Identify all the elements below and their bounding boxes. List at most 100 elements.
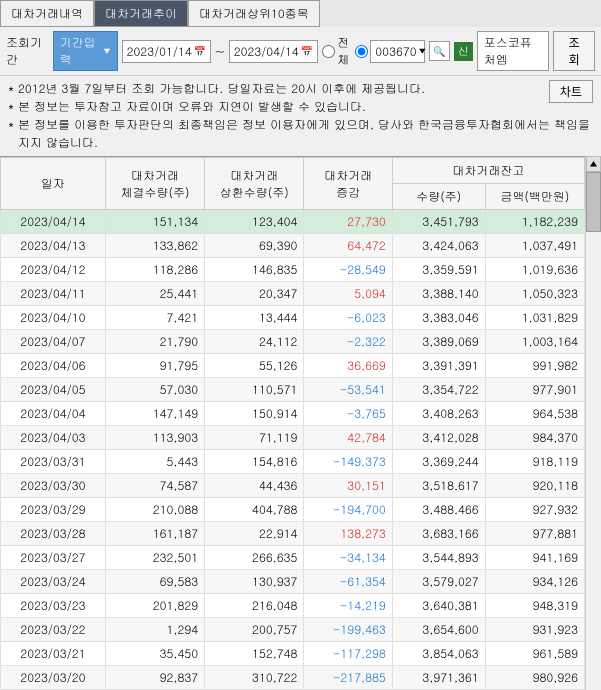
table-row[interactable]: 2023/04/03113,90371,11942,7843,412,02898… <box>1 426 585 450</box>
table-cell: 991,982 <box>485 354 584 378</box>
table-row[interactable]: 2023/03/27232,501266,635-34,1343,544,893… <box>1 546 585 570</box>
table-cell: 13,444 <box>205 306 304 330</box>
table-cell: 25,441 <box>105 282 204 306</box>
table-cell: 3,408,263 <box>392 402 485 426</box>
date-to-input[interactable]: 2023/04/14 📅 <box>229 40 319 63</box>
table-row[interactable]: 2023/03/3074,58744,43630,1513,518,617920… <box>1 474 585 498</box>
table-row[interactable]: 2023/03/2469,583130,937-61,3543,579,0279… <box>1 570 585 594</box>
table-cell: -117,298 <box>304 642 392 666</box>
tab-history[interactable]: 대차거래내역 <box>0 0 94 27</box>
table-cell: -28,549 <box>304 258 392 282</box>
table-cell: 920,118 <box>485 474 584 498</box>
table-cell: 3,389,069 <box>392 330 485 354</box>
table-row[interactable]: 2023/03/2092,837310,722-217,8853,971,361… <box>1 666 585 690</box>
table-cell: 2023/03/30 <box>1 474 106 498</box>
table-cell: 2023/04/07 <box>1 330 106 354</box>
table-cell: 2023/04/12 <box>1 258 106 282</box>
radio-code-input[interactable] <box>355 45 368 58</box>
table-row[interactable]: 2023/04/1125,44120,3475,0943,388,1401,05… <box>1 282 585 306</box>
notice-line-3: *본 정보를 이용한 투자판단의 최종책임은 정보 이용자에게 있으며, 당사와… <box>8 116 593 152</box>
table-cell: 2023/03/22 <box>1 618 106 642</box>
tab-trend[interactable]: 대차거래추이 <box>94 0 188 27</box>
data-table: 일자 대차거래 체결수량(주) 대차거래 상환수량(주) 대차거래 증감 대차거… <box>0 157 585 690</box>
scroll-thumb[interactable] <box>586 172 601 232</box>
table-cell: 964,538 <box>485 402 584 426</box>
table-cell: -217,885 <box>304 666 392 690</box>
table-cell: 2023/04/04 <box>1 402 106 426</box>
col-qty[interactable]: 수량(주) <box>392 184 485 210</box>
period-label: 조회기간 <box>6 34 49 68</box>
table-cell: -2,322 <box>304 330 392 354</box>
table-cell: 931,923 <box>485 618 584 642</box>
table-cell: 3,388,140 <box>392 282 485 306</box>
col-diff[interactable]: 대차거래 증감 <box>304 158 392 210</box>
table-cell: 42,784 <box>304 426 392 450</box>
table-cell: 91,795 <box>105 354 204 378</box>
table-cell: 1,037,491 <box>485 234 584 258</box>
search-button[interactable]: 조회 <box>553 31 595 71</box>
table-row[interactable]: 2023/04/12118,286146,835-28,5493,359,591… <box>1 258 585 282</box>
table-row[interactable]: 2023/04/107,42113,444-6,0233,383,0461,03… <box>1 306 585 330</box>
table-cell: 44,436 <box>205 474 304 498</box>
col-contract[interactable]: 대차거래 체결수량(주) <box>105 158 204 210</box>
table-cell: 2023/04/14 <box>1 210 106 234</box>
col-date[interactable]: 일자 <box>1 158 106 210</box>
table-row[interactable]: 2023/03/23201,829216,048-14,2193,640,381… <box>1 594 585 618</box>
table-cell: 146,835 <box>205 258 304 282</box>
code-input[interactable]: 003670 <box>370 40 425 63</box>
table-row[interactable]: 2023/03/2135,450152,748-117,2983,854,063… <box>1 642 585 666</box>
table-cell: 3,654,600 <box>392 618 485 642</box>
tab-top10[interactable]: 대차거래상위10종목 <box>188 0 320 27</box>
table-cell: 2023/03/27 <box>1 546 106 570</box>
table-cell: 934,126 <box>485 570 584 594</box>
table-row[interactable]: 2023/04/0557,030110,571-53,5413,354,7229… <box>1 378 585 402</box>
table-container: 일자 대차거래 체결수량(주) 대차거래 상환수량(주) 대차거래 증감 대차거… <box>0 156 601 690</box>
table-cell: 118,286 <box>105 258 204 282</box>
table-cell: 3,383,046 <box>392 306 485 330</box>
date-from-input[interactable]: 2023/01/14 📅 <box>122 40 212 63</box>
radio-all-input[interactable] <box>322 45 335 58</box>
col-balance-group[interactable]: 대차거래잔고 <box>392 158 584 184</box>
table-cell: 22,914 <box>205 522 304 546</box>
col-repay[interactable]: 대차거래 상환수량(주) <box>205 158 304 210</box>
table-cell: -149,373 <box>304 450 392 474</box>
table-cell: 5,443 <box>105 450 204 474</box>
table-cell: 2023/04/10 <box>1 306 106 330</box>
vertical-scrollbar[interactable]: ▲ <box>585 156 601 690</box>
period-dropdown[interactable]: 기간입력 <box>53 31 118 71</box>
table-cell: 927,932 <box>485 498 584 522</box>
calendar-icon[interactable]: 📅 <box>194 44 206 58</box>
table-cell: 2023/04/13 <box>1 234 106 258</box>
table-row[interactable]: 2023/03/29210,088404,788-194,7003,488,46… <box>1 498 585 522</box>
col-amount[interactable]: 금액(백만원) <box>485 184 584 210</box>
table-cell: 92,837 <box>105 666 204 690</box>
table-cell: 201,829 <box>105 594 204 618</box>
table-cell: 404,788 <box>205 498 304 522</box>
table-cell: 113,903 <box>105 426 204 450</box>
search-icon[interactable]: 🔍 <box>429 41 449 61</box>
table-cell: 1,182,239 <box>485 210 584 234</box>
scroll-up-arrow[interactable]: ▲ <box>586 156 601 172</box>
control-bar: 조회기간 기간입력 2023/01/14 📅 ~ 2023/04/14 📅 전체… <box>0 27 601 76</box>
calendar-icon[interactable]: 📅 <box>301 44 313 58</box>
table-cell: 138,273 <box>304 522 392 546</box>
stock-name-input[interactable]: 포스코퓨처엠 <box>477 31 550 71</box>
table-row[interactable]: 2023/03/315,443154,816-149,3733,369,2449… <box>1 450 585 474</box>
table-row[interactable]: 2023/04/04147,149150,914-3,7653,408,2639… <box>1 402 585 426</box>
table-cell: 36,669 <box>304 354 392 378</box>
table-cell: 3,451,793 <box>392 210 485 234</box>
chart-button[interactable]: 차트 <box>549 80 593 103</box>
table-row[interactable]: 2023/04/0691,79555,12636,6693,391,391991… <box>1 354 585 378</box>
table-cell: 3,359,591 <box>392 258 485 282</box>
table-cell: 200,757 <box>205 618 304 642</box>
table-row[interactable]: 2023/04/0721,79024,112-2,3223,389,0691,0… <box>1 330 585 354</box>
table-row[interactable]: 2023/03/28161,18722,914138,2733,683,1669… <box>1 522 585 546</box>
radio-code[interactable]: 003670 <box>355 40 425 63</box>
table-cell: 3,488,466 <box>392 498 485 522</box>
table-cell: 7,421 <box>105 306 204 330</box>
notice-line-2: *본 정보는 투자참고 자료이며 오류와 지연이 발생할 수 있습니다. <box>8 98 593 116</box>
radio-all[interactable]: 전체 <box>322 34 349 68</box>
table-row[interactable]: 2023/04/13133,86269,39064,4723,424,0631,… <box>1 234 585 258</box>
table-row[interactable]: 2023/04/14151,134123,40427,7303,451,7931… <box>1 210 585 234</box>
table-row[interactable]: 2023/03/221,294200,757-199,4633,654,6009… <box>1 618 585 642</box>
